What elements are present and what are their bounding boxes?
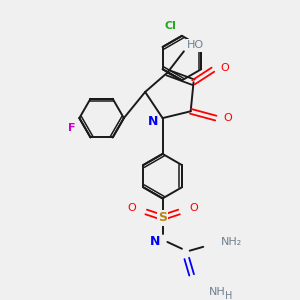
- Text: NH: NH: [209, 287, 226, 297]
- Text: S: S: [158, 211, 167, 224]
- Text: HO: HO: [187, 40, 204, 50]
- Text: Cl: Cl: [164, 21, 176, 31]
- Text: NH₂: NH₂: [221, 237, 242, 247]
- Text: O: O: [127, 203, 136, 213]
- Text: O: O: [220, 63, 229, 73]
- Text: O: O: [189, 203, 198, 213]
- Text: H: H: [226, 291, 233, 300]
- Text: N: N: [148, 116, 158, 128]
- Text: F: F: [68, 123, 75, 133]
- Text: N: N: [150, 235, 160, 248]
- Text: O: O: [223, 113, 232, 123]
